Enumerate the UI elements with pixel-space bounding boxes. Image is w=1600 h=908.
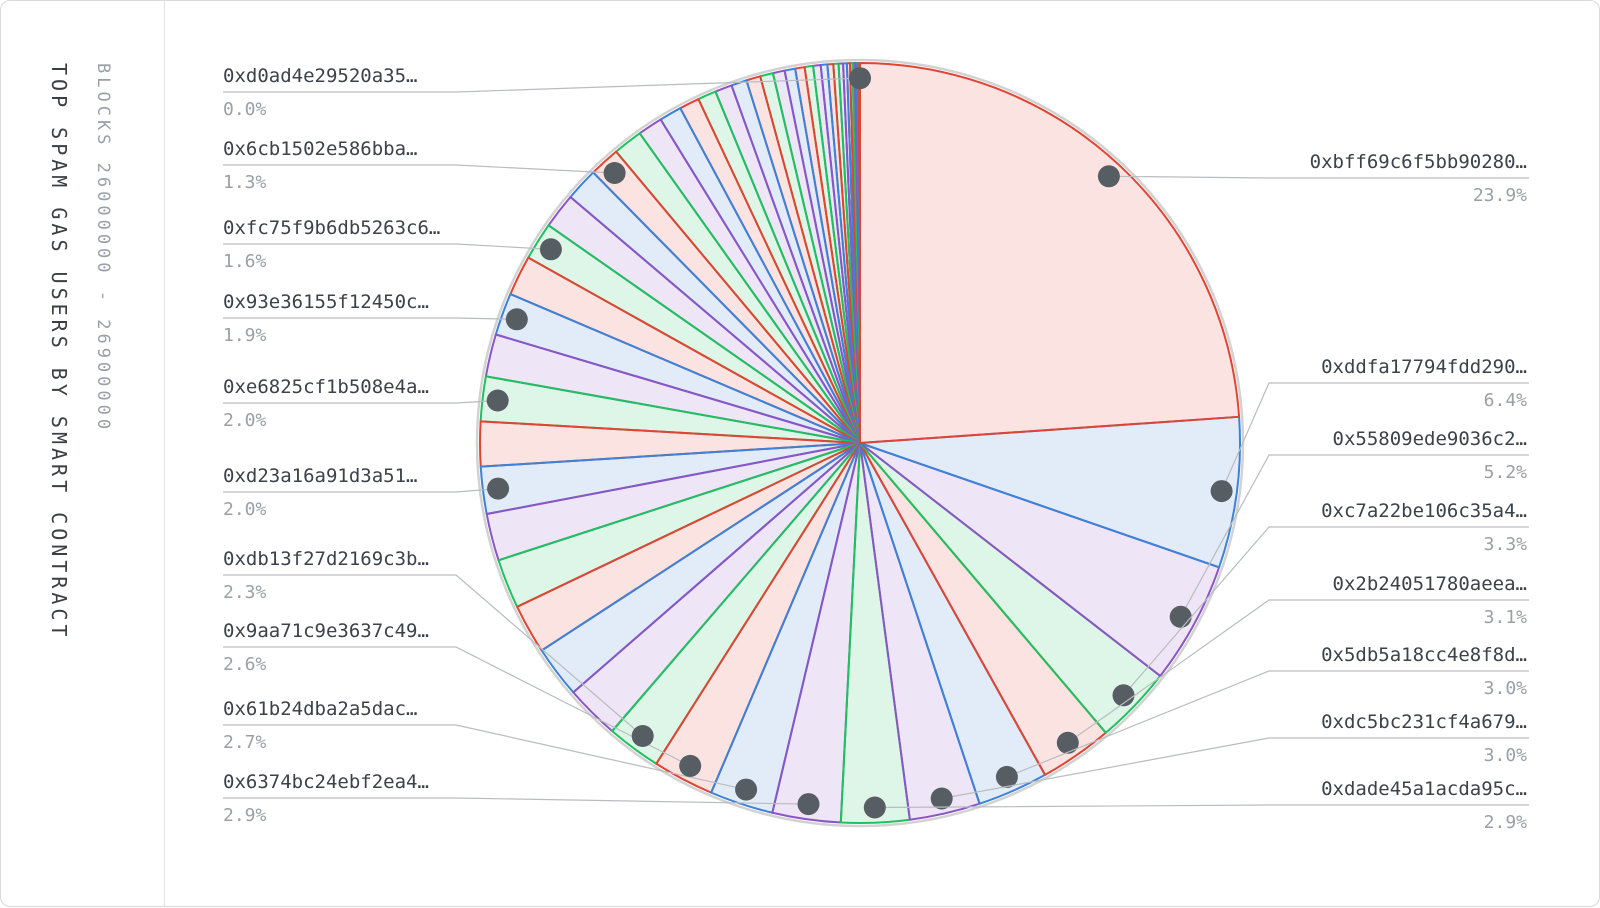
slice-marker-dot	[1057, 732, 1079, 754]
label-leader-line	[223, 489, 498, 492]
label-leader-line	[1109, 176, 1529, 178]
slice-marker-dot	[540, 238, 562, 260]
slice-marker-dot	[506, 308, 528, 330]
slice-marker-dot	[1098, 165, 1120, 187]
label-leader-line	[223, 165, 615, 173]
slice-marker-dot	[679, 755, 701, 777]
pie-slice[interactable]	[860, 63, 1239, 443]
slice-marker-dot	[604, 162, 626, 184]
slice-marker-dot	[849, 67, 871, 89]
label-leader-line	[1222, 383, 1529, 491]
slice-marker-dot	[1170, 606, 1192, 628]
label-leader-line	[223, 318, 517, 319]
label-leader-line	[223, 244, 551, 249]
slice-marker-dot	[487, 478, 509, 500]
slice-marker-dot	[798, 793, 820, 815]
slice-marker-dot	[632, 725, 654, 747]
slice-marker-dot	[864, 797, 886, 819]
slice-marker-dot	[487, 390, 509, 412]
slice-marker-dot	[1211, 480, 1233, 502]
label-leader-line	[223, 401, 498, 404]
slice-marker-dot	[735, 779, 757, 801]
slice-marker-dot	[931, 788, 953, 810]
